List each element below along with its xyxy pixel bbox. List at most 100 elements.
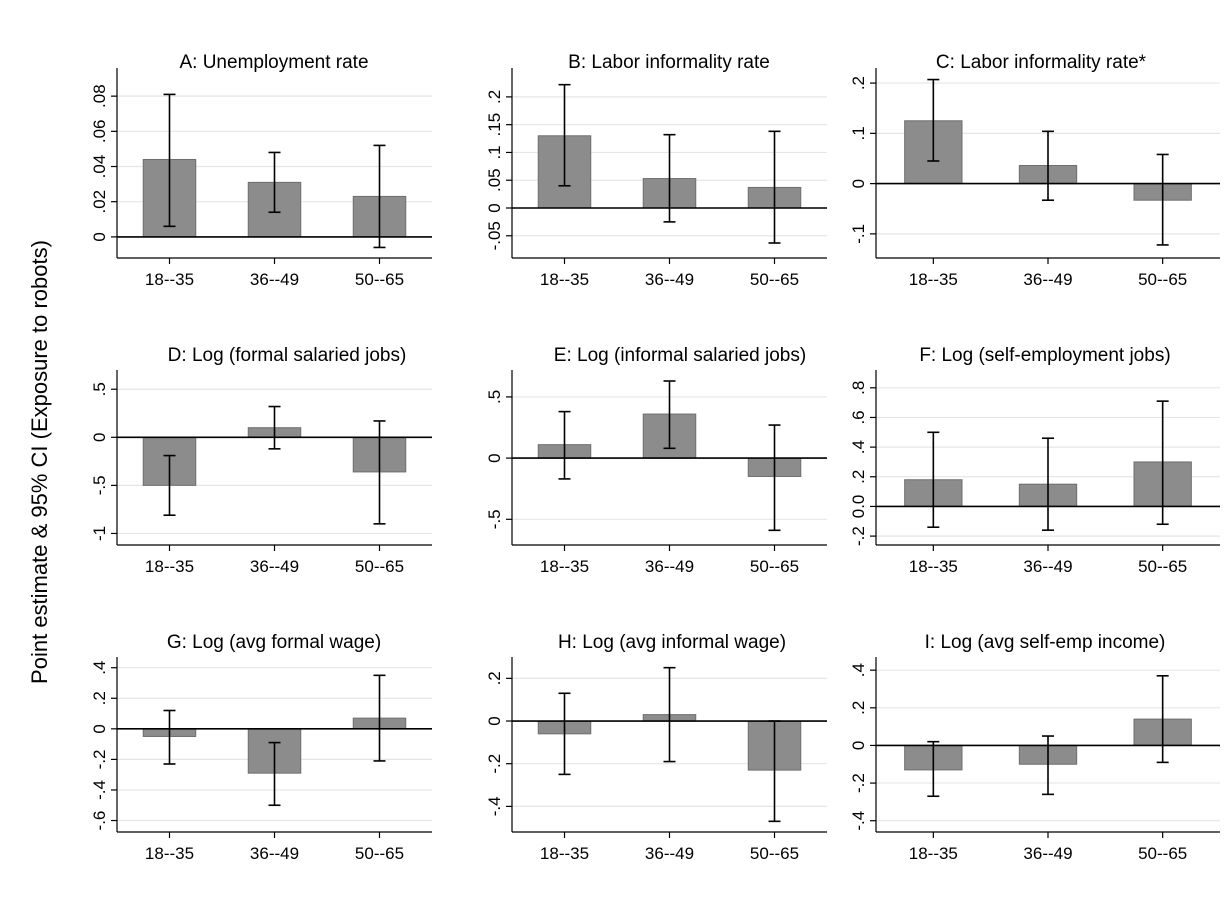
error-bar-36--49 [268,151,281,214]
chart-panel-2: B: Labor informality rate -.05 0 .05 .1 .15 .2… [485,52,827,289]
error-bar-50--65 [373,674,386,762]
y-tick-label: .8 [849,381,868,395]
x-tick-label: 50--65 [1138,844,1187,863]
chart-panel-8: H: Log (avg informal wage) -.4 -.2 0 .2 18--3… [485,632,827,863]
x-tick-label: 18--35 [909,557,958,576]
x-tick-label: 18--35 [145,270,194,289]
x-tick-label: 50--65 [1138,270,1187,289]
error-bar-50--65 [768,424,781,532]
x-tick-label: 18--35 [909,270,958,289]
y-tick-label: -1 [90,526,109,541]
x-tick-label: 50--65 [750,270,799,289]
x-tick-label: 36--49 [645,557,694,576]
y-tick-label: -.4 [849,811,868,831]
y-tick-label: .6 [849,410,868,424]
x-tick-label: 18--35 [909,844,958,863]
error-bar-50--65 [1156,675,1169,764]
chart-panel-7: G: Log (avg formal wage) -.6 -.4 -.2 0 .2 .4 18… [90,632,432,863]
y-tick-label: 0 [90,433,109,442]
x-tick-label: 36--49 [250,844,299,863]
x-tick-label: 50--65 [750,557,799,576]
error-bar-36--49 [1042,130,1054,201]
chart-panel-1: A: Unemployment rate 0 .02 .04 .06 .08 18--35 3… [90,52,432,289]
y-tick-label: 0 [849,179,868,188]
y-tick-label: -.2 [849,526,868,546]
panel-title: I: Log (avg self-emp income) [925,632,1166,653]
panel-title: B: Labor informality rate [568,52,770,73]
y-tick-label: 0 [485,716,504,725]
figure-ylabel: Point estimate & 95% CI (Exposure to rob… [27,240,52,684]
panel-title: D: Log (formal salaried jobs) [168,345,407,366]
y-tick-label: .2 [90,691,109,705]
error-bar-18--35 [163,454,176,516]
y-tick-label: .4 [849,440,868,454]
x-tick-label: 36--49 [250,557,299,576]
x-tick-label: 50--65 [1138,557,1187,576]
panel-title: H: Log (avg informal wage) [558,632,786,653]
x-tick-label: 50--65 [355,270,404,289]
chart-panel-3: C: Labor informality rate* -.1 0 .1 .2 18--35… [849,52,1220,289]
error-bar-18--35 [927,431,940,529]
y-tick-label: .2 [849,701,868,715]
y-tick-label: .06 [90,120,109,144]
y-tick-label: -.4 [90,780,109,800]
error-bar-50--65 [1156,153,1169,246]
error-bar-36--49 [663,133,676,223]
y-tick-label: .2 [849,76,868,90]
error-bar-50--65 [1156,400,1169,526]
y-tick-label: .2 [485,90,504,104]
panel-grid: A: Unemployment rate 0 .02 .04 .06 .08 18--35 3… [90,52,1220,863]
y-tick-label: 0.0 [849,495,868,519]
panel-title: F: Log (self-employment jobs) [919,345,1170,366]
error-bar-18--35 [558,692,571,776]
y-tick-label: .2 [849,470,868,484]
y-tick-label: .1 [849,126,868,140]
y-tick-label: .15 [485,113,504,137]
y-tick-label: -.4 [485,796,504,816]
x-tick-label: 36--49 [645,270,694,289]
error-bar-18--35 [927,740,940,798]
y-tick-label: .1 [485,145,504,159]
y-tick-label: -.5 [90,475,109,495]
chart-panel-5: E: Log (informal salaried jobs) -.5 0 .5 18-… [485,345,827,576]
x-tick-label: 18--35 [540,844,589,863]
y-tick-label: -.1 [849,224,868,244]
y-tick-label: -.2 [485,754,504,774]
y-tick-label: 0 [90,232,109,241]
panel-title: E: Log (informal salaried jobs) [554,345,806,366]
y-tick-label: .05 [485,168,504,192]
y-tick-label: 0 [90,724,109,733]
y-tick-label: .02 [90,190,109,214]
panel-title: G: Log (avg formal wage) [167,632,381,653]
chart-panel-4: D: Log (formal salaried jobs) -1 -.5 0 .5 18-… [90,345,432,576]
x-tick-label: 36--49 [645,844,694,863]
y-tick-label: 0 [849,741,868,750]
error-bar-36--49 [268,741,281,807]
x-tick-label: 36--49 [1023,557,1072,576]
y-tick-label: -.5 [485,509,504,529]
chart-panel-6: F: Log (self-employment jobs) -.2 0.0 .2 .4.… [849,345,1220,576]
error-bar-18--35 [163,709,176,765]
panel-title: A: Unemployment rate [179,52,368,73]
x-tick-label: 18--35 [145,844,194,863]
x-tick-label: 36--49 [250,270,299,289]
error-bar-18--35 [927,78,940,162]
y-tick-label: -.05 [485,221,504,250]
error-bar-18--35 [558,83,571,187]
chart-panel-9: I: Log (avg self-emp income) -.4 -.2 0 .2 .4 1… [849,632,1220,863]
error-bar-50--65 [373,144,386,249]
error-bar-18--35 [163,93,176,228]
y-tick-label: -.2 [849,773,868,793]
error-bar-36--49 [1042,437,1054,531]
y-tick-label: .4 [90,661,109,675]
y-tick-label: -.6 [90,811,109,831]
error-bar-18--35 [558,410,571,480]
error-bar-36--49 [663,380,676,450]
y-tick-label: .5 [485,390,504,404]
x-tick-label: 36--49 [1023,844,1072,863]
error-bar-36--49 [663,666,676,763]
y-tick-label: .2 [485,671,504,685]
x-tick-label: 18--35 [540,270,589,289]
y-tick-label: .5 [90,382,109,396]
